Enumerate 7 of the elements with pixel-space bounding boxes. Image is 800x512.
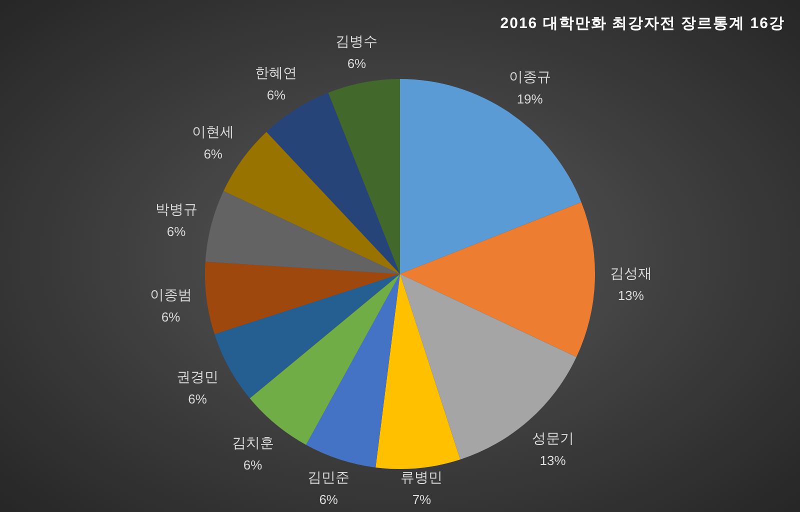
pie-slice (400, 202, 595, 358)
pie-slice (205, 262, 400, 334)
pie-slice (376, 274, 460, 469)
pie-slice (205, 190, 400, 274)
pie-slice (328, 79, 400, 274)
chart-title: 2016 대학만화 최강자전 장르통계 16강 (500, 15, 785, 32)
pie-slice (306, 274, 400, 468)
